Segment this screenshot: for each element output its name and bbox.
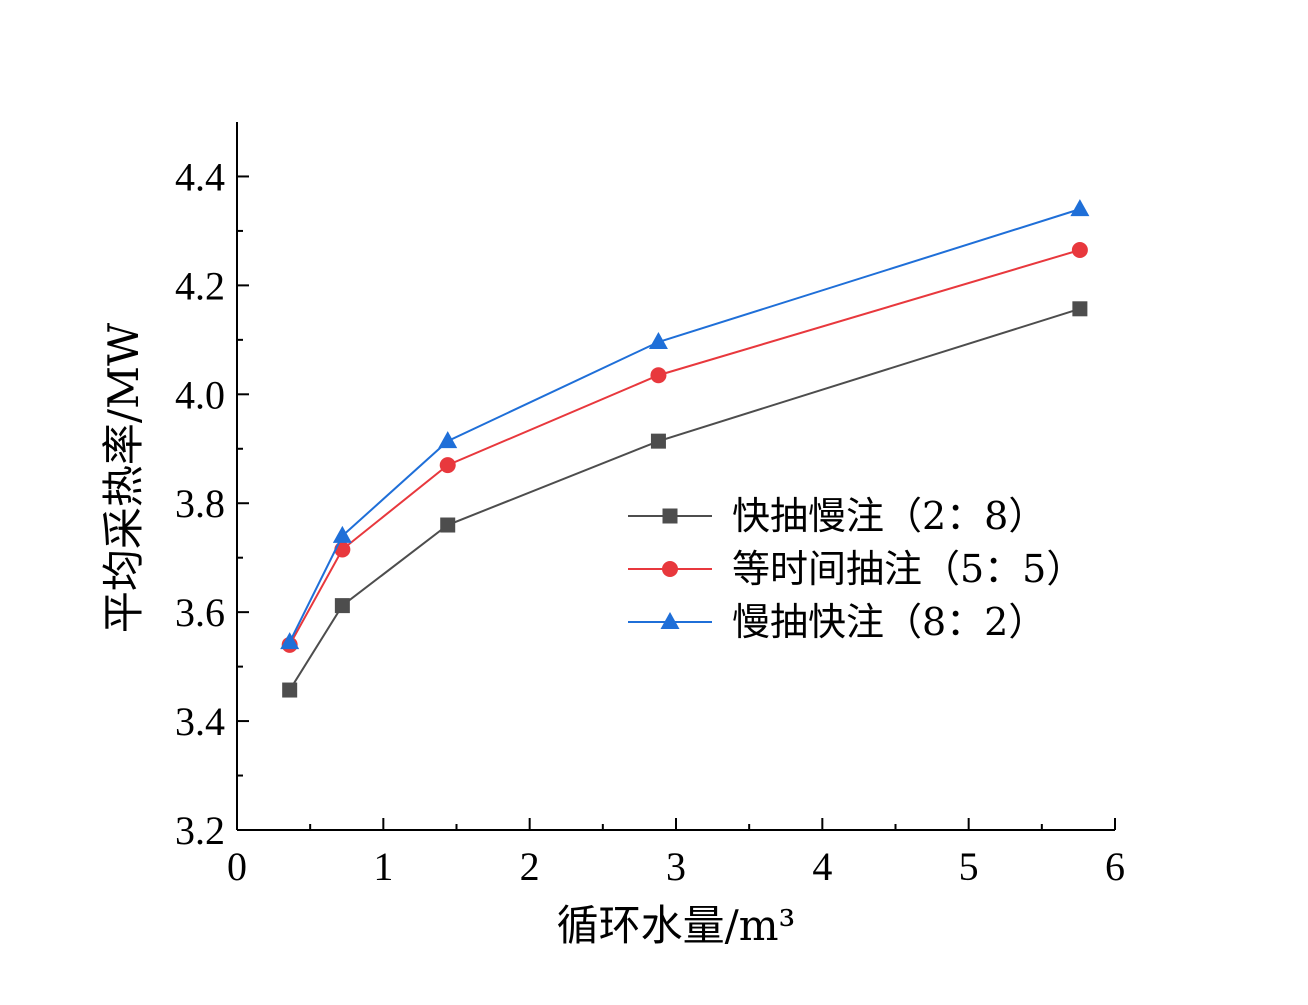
data-point bbox=[332, 525, 352, 543]
y-axis-title: 平均采热率/MW bbox=[99, 322, 148, 633]
legend-label: 慢抽快注（8：2） bbox=[732, 600, 1046, 644]
series-1 bbox=[282, 301, 1088, 698]
y-tick-label: 4.2 bbox=[175, 263, 225, 308]
x-tick-label: 6 bbox=[1105, 844, 1125, 889]
x-axis-title: 循环水量/m³ bbox=[557, 901, 796, 950]
data-point bbox=[650, 433, 666, 449]
data-point bbox=[648, 332, 668, 350]
data-point bbox=[440, 517, 456, 533]
data-point bbox=[280, 632, 300, 650]
legend-marker bbox=[662, 561, 678, 577]
y-tick-label: 3.8 bbox=[175, 481, 225, 526]
legend-entry: 等时间抽注（5：5） bbox=[628, 547, 1084, 591]
plot-area bbox=[280, 199, 1090, 698]
legend-marker bbox=[660, 612, 680, 629]
x-tick-label: 5 bbox=[959, 844, 979, 889]
x-tick-label: 0 bbox=[227, 844, 247, 889]
x-tick-label: 4 bbox=[812, 844, 832, 889]
data-point bbox=[438, 431, 458, 449]
y-tick-label: 3.6 bbox=[175, 590, 225, 635]
y-tick-label: 4.0 bbox=[175, 372, 225, 417]
data-point bbox=[1070, 199, 1090, 217]
axes: 0 1 2 3 4 5 6 3.2 3.4 3.6 3.8 4.0 4.2 4.4 bbox=[175, 122, 1125, 889]
data-point bbox=[1072, 301, 1088, 317]
data-point bbox=[334, 541, 351, 558]
legend-marker bbox=[662, 508, 678, 524]
legend: 快抽慢注（2：8） 等时间抽注（5：5） 慢抽快注（8：2） bbox=[628, 494, 1084, 644]
data-point bbox=[282, 682, 298, 698]
data-point bbox=[1071, 241, 1088, 258]
series-2 bbox=[281, 241, 1088, 653]
legend-entry: 快抽慢注（2：8） bbox=[628, 494, 1046, 538]
legend-entry: 慢抽快注（8：2） bbox=[628, 600, 1046, 644]
x-tick-label: 3 bbox=[666, 844, 686, 889]
y-tick-label: 4.4 bbox=[175, 154, 225, 199]
data-point bbox=[334, 598, 350, 614]
legend-label: 快抽慢注（2：8） bbox=[732, 494, 1046, 538]
data-point bbox=[439, 457, 456, 474]
y-tick-label: 3.2 bbox=[175, 808, 225, 853]
y-tick-label: 3.4 bbox=[175, 699, 225, 744]
series-3 bbox=[280, 199, 1090, 650]
x-tick-label: 2 bbox=[520, 844, 540, 889]
x-tick-label: 1 bbox=[373, 844, 393, 889]
data-point bbox=[650, 367, 667, 384]
legend-label: 等时间抽注（5：5） bbox=[732, 547, 1084, 591]
